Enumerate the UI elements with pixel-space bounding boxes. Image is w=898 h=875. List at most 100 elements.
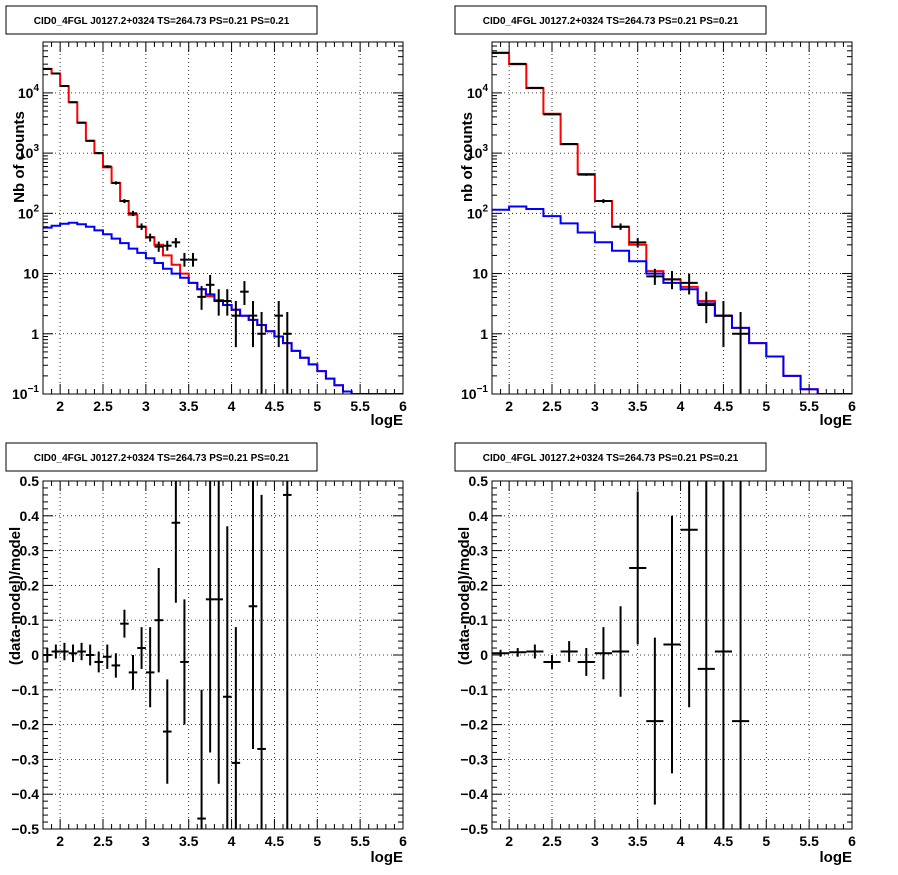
y-tick-label: −0.1 (460, 682, 488, 698)
counts-panel-right: CID0_4FGL J0127.2+0324 TS=264.73 PS=0.21… (454, 5, 856, 429)
x-tick-label: 3 (142, 398, 150, 414)
y-axis-title: Nb of counts (11, 111, 28, 203)
y-tick-label: 103 (18, 143, 40, 161)
y-tick-label: 102 (18, 203, 40, 221)
x-axis-title: logE (820, 412, 853, 429)
data-points (43, 67, 292, 394)
y-tick-label: 10 (472, 266, 488, 282)
x-tick-label: 4.5 (714, 398, 734, 414)
y-tick-label: 0 (480, 647, 488, 663)
y-tick-label: −0.5 (11, 821, 39, 837)
x-tick-label: 4.5 (265, 833, 285, 849)
y-axis-title: (data-model)/model (456, 527, 473, 665)
y-tick-label: 0.1 (469, 612, 489, 628)
x-tick-label: 5 (762, 398, 770, 414)
model-total-histogram (492, 52, 852, 394)
y-tick-label: 103 (467, 143, 489, 161)
x-tick-label: 3 (142, 833, 150, 849)
y-tick-label: 10 (23, 266, 39, 282)
x-tick-label: 3 (591, 833, 599, 849)
x-tick-label: 5 (313, 398, 321, 414)
x-axis-title: logE (371, 412, 404, 429)
y-tick-label: 0.5 (20, 473, 40, 489)
y-tick-label: −0.4 (460, 786, 488, 802)
y-tick-label: 0.2 (469, 577, 489, 593)
x-tick-label: 4 (228, 833, 236, 849)
x-tick-label: 2.5 (93, 398, 113, 414)
x-axis-title: logE (820, 849, 853, 866)
x-tick-label: 2.5 (542, 398, 562, 414)
plot-frame (491, 41, 853, 395)
y-tick-label: −0.4 (11, 786, 39, 802)
y-tick-label: 104 (467, 83, 489, 101)
x-tick-label: 4 (228, 398, 236, 414)
x-tick-label: 6 (399, 398, 407, 414)
y-tick-label: 0.1 (20, 612, 40, 628)
x-tick-label: 4.5 (265, 398, 285, 414)
x-tick-label: 6 (848, 398, 856, 414)
y-tick-label: 1 (31, 326, 39, 342)
y-tick-label: −0.3 (11, 751, 39, 767)
y-tick-label: 0 (31, 647, 39, 663)
chart-title: CID0_4FGL J0127.2+0324 TS=264.73 PS=0.21… (34, 16, 290, 27)
y-tick-label: 1 (480, 326, 488, 342)
y-tick-label: −0.1 (11, 682, 39, 698)
x-tick-label: 2.5 (93, 833, 113, 849)
model-source-histogram (43, 221, 403, 394)
x-tick-label: 3.5 (179, 833, 199, 849)
x-tick-label: 3.5 (179, 398, 199, 414)
title-box (5, 442, 318, 472)
x-tick-label: 2 (56, 398, 64, 414)
x-tick-label: 3 (591, 398, 599, 414)
y-tick-label: 0.3 (20, 543, 40, 559)
y-tick-label: 0.2 (20, 577, 40, 593)
data-points (492, 481, 750, 829)
x-tick-label: 4 (677, 398, 685, 414)
y-tick-label: 0.3 (469, 543, 489, 559)
y-tick-label: 102 (467, 203, 489, 221)
x-tick-label: 5.5 (799, 398, 819, 414)
title-box (454, 5, 767, 35)
x-tick-label: 3.5 (628, 398, 648, 414)
y-tick-label: 0.4 (20, 508, 40, 524)
model-source-histogram (492, 205, 852, 394)
x-tick-label: 4 (677, 833, 685, 849)
data-points (43, 481, 292, 829)
counts-panel-left: CID0_4FGL J0127.2+0324 TS=264.73 PS=0.21… (5, 5, 407, 429)
title-box (454, 442, 767, 472)
y-tick-label: 10−1 (12, 384, 39, 402)
x-tick-label: 5.5 (350, 833, 370, 849)
y-tick-label: −0.2 (11, 717, 39, 733)
chart-title: CID0_4FGL J0127.2+0324 TS=264.73 PS=0.21… (483, 453, 739, 464)
x-tick-label: 6 (399, 833, 407, 849)
x-tick-label: 5.5 (799, 833, 819, 849)
residual-panel-left: CID0_4FGL J0127.2+0324 TS=264.73 PS=0.21… (5, 442, 407, 866)
plot-frame (42, 41, 404, 395)
x-axis-title: logE (371, 849, 404, 866)
y-axis-title: (data-model)/model (7, 527, 24, 665)
y-tick-label: 10−1 (461, 384, 488, 402)
residual-panel-right: CID0_4FGL J0127.2+0324 TS=264.73 PS=0.21… (454, 442, 856, 866)
x-tick-label: 4.5 (714, 833, 734, 849)
x-tick-label: 5.5 (350, 398, 370, 414)
chart-title: CID0_4FGL J0127.2+0324 TS=264.73 PS=0.21… (483, 16, 739, 27)
x-tick-label: 6 (848, 833, 856, 849)
y-tick-label: 0.5 (469, 473, 489, 489)
chart-title: CID0_4FGL J0127.2+0324 TS=264.73 PS=0.21… (34, 453, 290, 464)
x-tick-label: 3.5 (628, 833, 648, 849)
model-total-histogram (43, 67, 403, 394)
y-tick-label: 0.4 (469, 508, 489, 524)
y-tick-label: −0.3 (460, 751, 488, 767)
x-tick-label: 5 (762, 833, 770, 849)
x-tick-label: 5 (313, 833, 321, 849)
y-tick-label: −0.2 (460, 717, 488, 733)
y-tick-label: 104 (18, 83, 40, 101)
x-tick-label: 2 (505, 398, 513, 414)
title-box (5, 5, 318, 35)
y-tick-label: −0.5 (460, 821, 488, 837)
x-tick-label: 2 (505, 833, 513, 849)
y-axis-title: nb of counts (459, 112, 476, 202)
x-tick-label: 2.5 (542, 833, 562, 849)
data-points (492, 51, 750, 394)
